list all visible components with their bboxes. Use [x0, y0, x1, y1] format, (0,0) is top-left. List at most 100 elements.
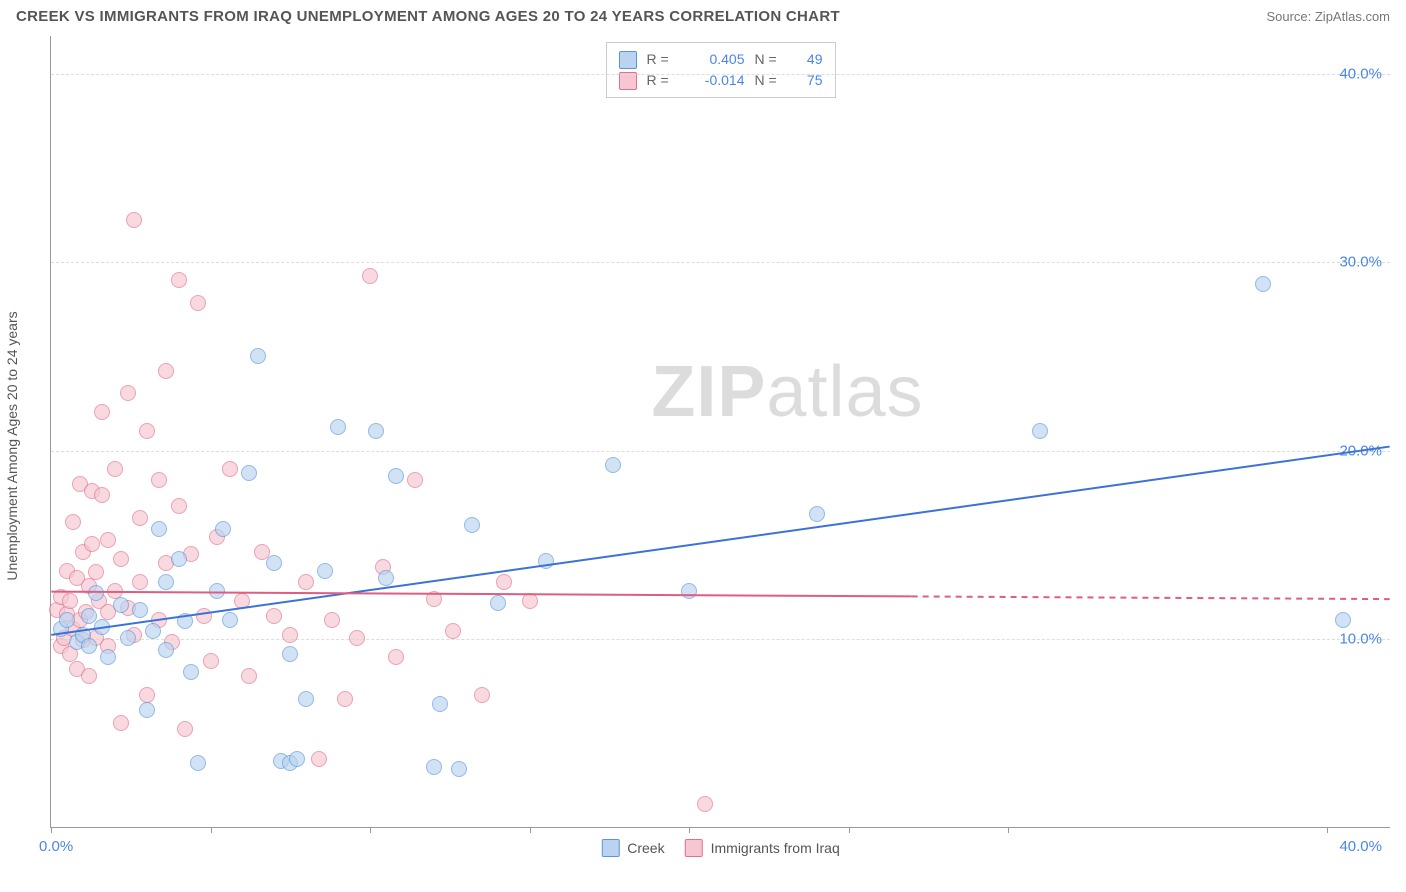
data-point — [349, 630, 365, 646]
data-point — [81, 668, 97, 684]
data-point — [298, 574, 314, 590]
data-point — [132, 602, 148, 618]
watermark-atlas: atlas — [766, 352, 923, 432]
legend-item-creek: Creek — [601, 839, 664, 857]
data-point — [151, 521, 167, 537]
data-point — [94, 404, 110, 420]
gridline — [51, 639, 1390, 640]
data-point — [697, 796, 713, 812]
data-point — [81, 638, 97, 654]
legend-correlation: R = 0.405 N = 49 R = -0.014 N = 75 — [606, 42, 836, 98]
legend-label-iraq: Immigrants from Iraq — [711, 840, 840, 856]
y-axis-label: Unemployment Among Ages 20 to 24 years — [4, 311, 20, 580]
data-point — [681, 583, 697, 599]
data-point — [241, 668, 257, 684]
data-point — [445, 623, 461, 639]
data-point — [151, 472, 167, 488]
y-tick-label: 20.0% — [1339, 442, 1382, 459]
data-point — [337, 691, 353, 707]
swatch-blue-icon — [601, 839, 619, 857]
data-point — [362, 268, 378, 284]
x-tick — [1327, 827, 1328, 833]
x-tick — [1008, 827, 1009, 833]
data-point — [266, 555, 282, 571]
data-point — [378, 570, 394, 586]
data-point — [215, 521, 231, 537]
data-point — [330, 419, 346, 435]
data-point — [158, 574, 174, 590]
data-point — [107, 461, 123, 477]
data-point — [158, 642, 174, 658]
data-point — [94, 487, 110, 503]
data-point — [196, 608, 212, 624]
data-point — [241, 465, 257, 481]
data-point — [250, 348, 266, 364]
data-point — [368, 423, 384, 439]
data-point — [177, 721, 193, 737]
data-point — [426, 759, 442, 775]
data-point — [62, 593, 78, 609]
data-point — [432, 696, 448, 712]
data-point — [809, 506, 825, 522]
data-point — [490, 595, 506, 611]
data-point — [282, 646, 298, 662]
data-point — [496, 574, 512, 590]
data-point — [100, 649, 116, 665]
plot-area: ZIPatlas R = 0.405 N = 49 R = -0.014 N =… — [50, 36, 1390, 828]
data-point — [426, 591, 442, 607]
legend-label-creek: Creek — [627, 840, 664, 856]
gridline — [51, 74, 1390, 75]
data-point — [171, 551, 187, 567]
data-point — [1255, 276, 1271, 292]
data-point — [88, 564, 104, 580]
x-tick — [689, 827, 690, 833]
data-point — [65, 514, 81, 530]
data-point — [113, 715, 129, 731]
data-point — [59, 612, 75, 628]
x-tick — [530, 827, 531, 833]
x-tick-label-max: 40.0% — [1339, 838, 1382, 855]
gridline — [51, 451, 1390, 452]
data-point — [190, 755, 206, 771]
swatch-blue-icon — [619, 51, 637, 69]
data-point — [222, 461, 238, 477]
data-point — [298, 691, 314, 707]
data-point — [88, 585, 104, 601]
legend-r-label: R = — [647, 49, 675, 70]
data-point — [317, 563, 333, 579]
data-point — [113, 551, 129, 567]
data-point — [234, 593, 250, 609]
legend-n-value-creek: 49 — [793, 49, 823, 70]
data-point — [158, 363, 174, 379]
swatch-pink-icon — [685, 839, 703, 857]
data-point — [605, 457, 621, 473]
legend-n-label: N = — [755, 49, 783, 70]
data-point — [84, 536, 100, 552]
data-point — [139, 423, 155, 439]
data-point — [120, 385, 136, 401]
data-point — [1335, 612, 1351, 628]
data-point — [388, 649, 404, 665]
legend-row-creek: R = 0.405 N = 49 — [619, 49, 823, 70]
data-point — [171, 272, 187, 288]
watermark: ZIPatlas — [651, 351, 923, 433]
x-tick — [849, 827, 850, 833]
trend-lines — [51, 36, 1390, 827]
data-point — [183, 664, 199, 680]
data-point — [538, 553, 554, 569]
data-point — [222, 612, 238, 628]
data-point — [407, 472, 423, 488]
watermark-zip: ZIP — [651, 352, 766, 432]
data-point — [522, 593, 538, 609]
data-point — [126, 212, 142, 228]
data-point — [203, 653, 219, 669]
chart-header: CREEK VS IMMIGRANTS FROM IRAQ UNEMPLOYME… — [0, 0, 1406, 29]
x-tick — [370, 827, 371, 833]
x-tick — [211, 827, 212, 833]
x-tick-label-min: 0.0% — [39, 838, 73, 855]
x-tick — [51, 827, 52, 833]
data-point — [145, 623, 161, 639]
legend-item-iraq: Immigrants from Iraq — [685, 839, 840, 857]
data-point — [139, 687, 155, 703]
data-point — [474, 687, 490, 703]
